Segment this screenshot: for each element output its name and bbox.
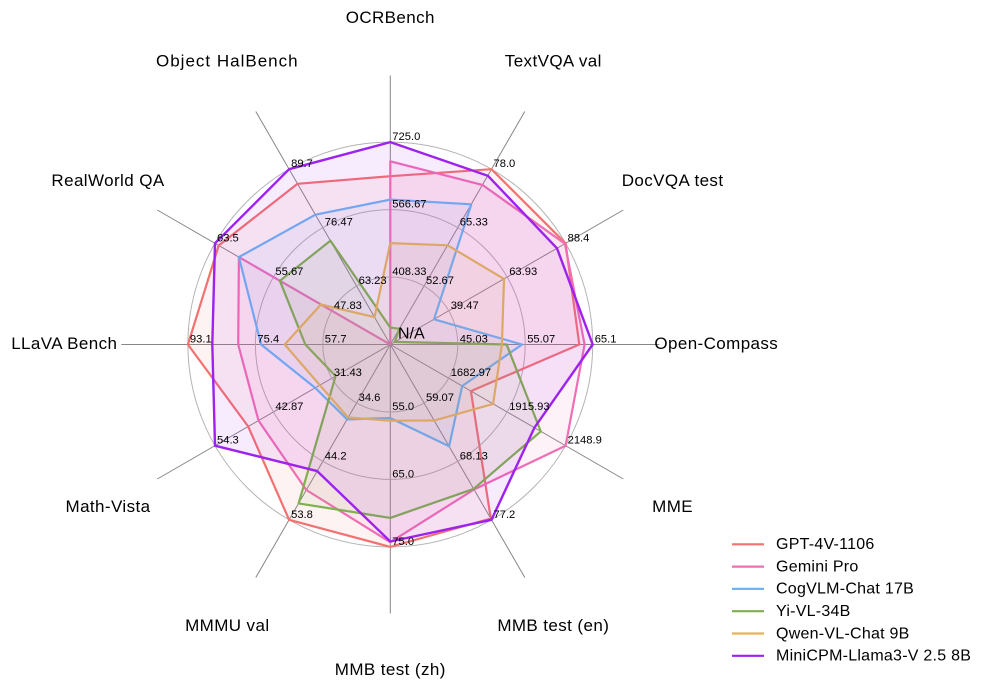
svg-text:MMB test (zh): MMB test (zh): [335, 660, 446, 679]
svg-text:59.07: 59.07: [426, 392, 454, 404]
svg-text:31.43: 31.43: [334, 367, 362, 379]
svg-text:65.0: 65.0: [392, 468, 414, 480]
svg-text:566.67: 566.67: [392, 199, 426, 211]
svg-text:57.7: 57.7: [325, 334, 347, 346]
svg-text:63.5: 63.5: [217, 232, 239, 244]
svg-text:55.07: 55.07: [527, 334, 555, 346]
svg-text:63.93: 63.93: [509, 266, 537, 278]
svg-text:76.47: 76.47: [325, 217, 353, 229]
svg-text:75.4: 75.4: [257, 334, 279, 346]
svg-text:408.33: 408.33: [392, 266, 426, 278]
svg-text:77.2: 77.2: [494, 509, 516, 521]
svg-text:47.83: 47.83: [334, 300, 362, 312]
svg-text:1915.93: 1915.93: [509, 401, 549, 413]
svg-text:725.0: 725.0: [392, 131, 420, 143]
svg-text:TextVQA val: TextVQA val: [505, 52, 602, 71]
svg-text:Qwen-VL-Chat 9B: Qwen-VL-Chat 9B: [776, 625, 910, 642]
svg-text:MME: MME: [652, 497, 693, 516]
svg-text:54.3: 54.3: [217, 435, 239, 447]
svg-text:89.7: 89.7: [291, 158, 313, 170]
svg-text:55.0: 55.0: [392, 401, 414, 413]
svg-text:MMMU val: MMMU val: [185, 616, 269, 635]
svg-text:DocVQA test: DocVQA test: [622, 171, 724, 190]
svg-text:CogVLM-Chat 17B: CogVLM-Chat 17B: [776, 581, 914, 598]
svg-text:Math-Vista: Math-Vista: [66, 497, 151, 516]
svg-text:MMB test (en): MMB test (en): [497, 616, 609, 635]
svg-text:55.67: 55.67: [275, 266, 303, 278]
svg-text:88.4: 88.4: [568, 232, 590, 244]
svg-text:Gemini Pro: Gemini Pro: [776, 558, 859, 575]
svg-text:75.0: 75.0: [392, 536, 414, 548]
svg-text:Open-Compass: Open-Compass: [654, 334, 778, 353]
svg-text:44.2: 44.2: [325, 450, 347, 462]
svg-text:65.33: 65.33: [460, 217, 488, 229]
svg-text:GPT-4V-1106: GPT-4V-1106: [776, 536, 875, 553]
svg-text:Yi-VL-34B: Yi-VL-34B: [776, 603, 851, 620]
svg-text:LLaVA Bench: LLaVA Bench: [11, 334, 117, 353]
svg-text:2148.9: 2148.9: [568, 435, 602, 447]
svg-text:39.47: 39.47: [451, 300, 479, 312]
svg-text:52.67: 52.67: [426, 275, 454, 287]
svg-text:63.23: 63.23: [359, 275, 387, 287]
svg-text:N/A: N/A: [398, 326, 425, 343]
svg-text:68.13: 68.13: [460, 450, 488, 462]
svg-text:MiniCPM-Llama3-V 2.5 8B: MiniCPM-Llama3-V 2.5 8B: [776, 648, 971, 665]
svg-text:42.87: 42.87: [275, 401, 303, 413]
svg-text:34.6: 34.6: [359, 392, 381, 404]
svg-text:45.03: 45.03: [460, 334, 488, 346]
svg-text:Object HalBench: Object HalBench: [156, 52, 299, 71]
svg-text:93.1: 93.1: [190, 334, 212, 346]
svg-text:OCRBench: OCRBench: [346, 8, 435, 27]
svg-text:78.0: 78.0: [494, 158, 516, 170]
svg-text:53.8: 53.8: [291, 509, 313, 521]
svg-text:65.1: 65.1: [595, 334, 617, 346]
svg-text:RealWorld QA: RealWorld QA: [51, 171, 164, 190]
svg-text:1682.97: 1682.97: [451, 367, 491, 379]
